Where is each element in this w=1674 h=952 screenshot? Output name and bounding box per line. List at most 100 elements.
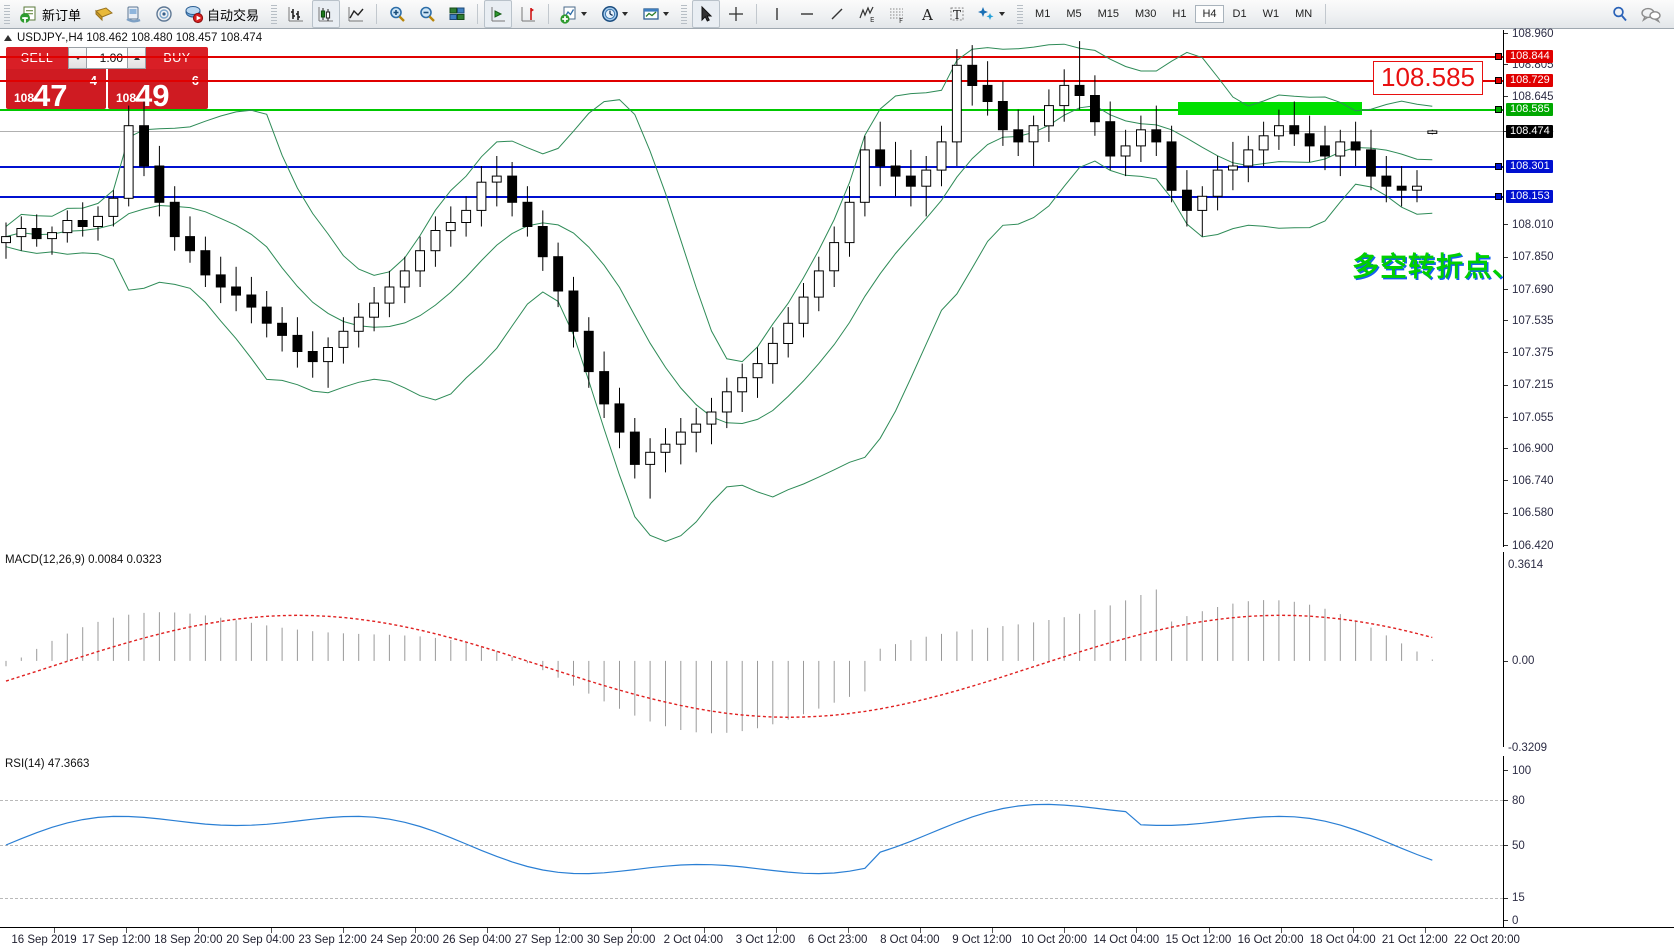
timeframe-h1[interactable]: H1 [1172, 8, 1187, 20]
time-tick-label: 17 Sep 12:00 [81, 934, 151, 946]
time-tick-mark [559, 928, 561, 933]
time-tick-label: 16 Oct 20:00 [1237, 934, 1304, 946]
time-tick-mark [1136, 928, 1138, 933]
timeframe-w1[interactable]: W1 [1262, 8, 1280, 20]
templates-button[interactable] [637, 0, 676, 28]
chevron-down-icon[interactable] [663, 12, 670, 16]
time-tick-label: 14 Oct 04:00 [1093, 934, 1160, 946]
timeframe-m1[interactable]: M1 [1035, 8, 1051, 20]
macd-axis[interactable]: 0.3614 0.00 -0.3209 [1503, 552, 1674, 754]
candlestick-chart-icon [316, 4, 336, 24]
profiles-button[interactable] [120, 0, 148, 28]
autotrading-button[interactable]: 自动交易 [180, 0, 266, 28]
time-tick-label: 23 Sep 12:00 [298, 934, 367, 946]
price-level-label[interactable]: 108.301 [1506, 159, 1553, 173]
rsi-plot-area[interactable] [0, 756, 1503, 927]
search-button[interactable] [1606, 0, 1634, 28]
price-level-line[interactable] [0, 130, 1503, 132]
new-order-button[interactable]: 新订单 [15, 0, 88, 28]
text-button[interactable]: A [913, 0, 941, 28]
price-level-label[interactable]: 108.729 [1506, 73, 1553, 87]
bar-chart-button[interactable] [282, 0, 310, 28]
chevron-down-icon[interactable] [999, 12, 1006, 16]
tile-windows-button[interactable] [443, 0, 471, 28]
elliott-wave-button[interactable]: E [853, 0, 881, 28]
cursor-button[interactable] [692, 0, 721, 28]
chart-shift-icon [518, 4, 538, 24]
rsi-tick: 15 [1504, 892, 1525, 905]
chat-icon [1640, 4, 1661, 24]
collapse-triangle-icon[interactable] [4, 35, 12, 41]
price-level-label[interactable]: 108.474 [1506, 124, 1553, 138]
time-axis[interactable]: 16 Sep 2019 17 Sep 12:00 18 Sep 20:00 20 Se… [0, 927, 1674, 952]
price-plot-area[interactable] [0, 30, 1503, 547]
chinese-text-annotation[interactable]: 多空转折点、 [1352, 252, 1520, 283]
supply-zone-rectangle[interactable] [1178, 101, 1362, 115]
chat-button[interactable] [1636, 0, 1664, 28]
time-tick-label: 30 Sep 20:00 [586, 934, 656, 946]
time-tick-label: 16 Sep 2019 [11, 934, 77, 946]
toolbar-grip-2[interactable] [271, 4, 278, 24]
market-watch-button[interactable] [150, 0, 178, 28]
trendline-button[interactable] [823, 0, 851, 28]
indicators-button[interactable] [555, 0, 594, 28]
timeframe-group: M1 M5 M15 M30 H1 H4 D1 W1 MN [1027, 5, 1320, 23]
vertical-line-button[interactable] [763, 0, 791, 28]
time-tick-label: 9 Oct 12:00 [952, 934, 1012, 946]
chart-shift-button[interactable] [484, 0, 513, 28]
price-level-label[interactable]: 108.585 [1506, 102, 1553, 116]
shapes-button[interactable] [973, 0, 1012, 28]
trendline-icon [827, 4, 847, 24]
buy-price-display[interactable]: 108 49 6 [108, 69, 208, 111]
fibonacci-button[interactable]: F [883, 0, 911, 28]
time-tick-mark [1280, 928, 1282, 933]
text-label-button[interactable]: T [943, 0, 971, 28]
toolbar-grip[interactable] [4, 4, 10, 24]
timeframe-mn[interactable]: MN [1295, 8, 1313, 20]
level-drag-handle[interactable] [1495, 105, 1502, 113]
price-tick: 108.960 [1504, 27, 1554, 40]
chevron-down-icon[interactable] [622, 12, 629, 16]
folder-button[interactable] [90, 0, 118, 28]
price-level-line[interactable] [0, 165, 1503, 168]
candlestick-series[interactable] [0, 30, 1503, 547]
auto-scroll-button[interactable] [514, 0, 542, 28]
price-level-label[interactable]: 108.153 [1506, 189, 1553, 203]
period-button[interactable] [596, 0, 635, 28]
timeframe-m15[interactable]: M15 [1097, 8, 1119, 20]
price-callout-annotation[interactable]: 108.585 [1373, 60, 1483, 95]
chevron-down-icon[interactable] [581, 12, 588, 16]
timeframe-m30[interactable]: M30 [1135, 8, 1157, 20]
level-drag-handle[interactable] [1495, 162, 1502, 170]
rsi-axis[interactable]: 100 80 50 15 0 [1503, 756, 1674, 927]
price-axis[interactable]: 108.960108.805108.645108.474108.010107.8… [1503, 27, 1674, 552]
timeframe-d1[interactable]: D1 [1232, 8, 1247, 20]
candlestick-chart-button[interactable] [312, 0, 341, 28]
price-level-line[interactable] [0, 79, 1503, 82]
toolbar-grip-3[interactable] [681, 4, 688, 24]
bar-chart-icon [286, 4, 306, 24]
price-level-line[interactable] [0, 108, 1503, 111]
indicators-icon [559, 4, 579, 24]
level-drag-handle[interactable] [1495, 76, 1502, 84]
time-tick-label: 20 Sep 04:00 [226, 934, 295, 946]
zoom-in-button[interactable] [383, 0, 411, 28]
level-drag-handle[interactable] [1495, 192, 1502, 200]
price-level-line[interactable] [0, 195, 1503, 198]
rsi-tick: 0 [1504, 914, 1518, 927]
svg-text:F: F [899, 17, 903, 24]
line-chart-button[interactable] [342, 0, 370, 28]
timeframe-m5[interactable]: M5 [1066, 8, 1082, 20]
toolbar-grip-4[interactable] [1017, 4, 1024, 24]
zoom-out-button[interactable] [413, 0, 441, 28]
price-level-line[interactable] [0, 56, 1503, 59]
crosshair-button[interactable] [722, 0, 750, 28]
price-level-label[interactable]: 108.844 [1506, 50, 1553, 64]
horizontal-line-button[interactable] [793, 0, 821, 28]
fibonacci-icon: F [887, 4, 907, 25]
level-drag-handle[interactable] [1495, 53, 1502, 61]
timeframe-h4[interactable]: H4 [1195, 5, 1224, 23]
macd-plot-area[interactable] [0, 552, 1503, 747]
new-order-label: 新订单 [42, 7, 82, 23]
sell-price-display[interactable]: 108 47 4 [6, 69, 106, 111]
